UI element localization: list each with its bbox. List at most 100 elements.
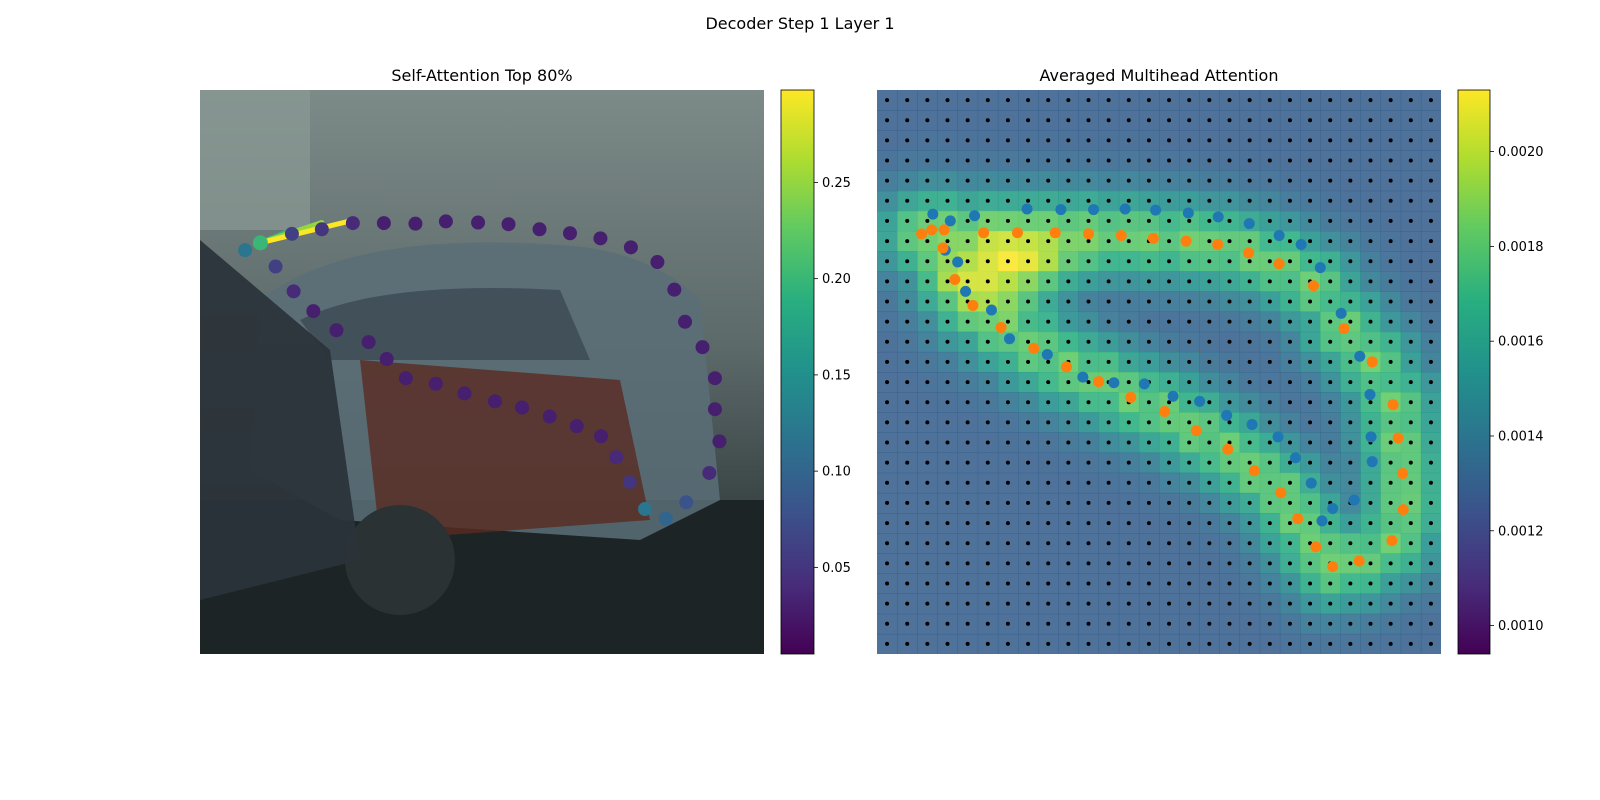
grid-point [1086, 198, 1091, 203]
grid-point [1428, 420, 1433, 425]
grid-point [905, 561, 910, 566]
grid-point [1428, 239, 1433, 244]
grid-point [1308, 319, 1313, 324]
grid-point [1267, 641, 1272, 646]
grid-point [925, 239, 930, 244]
grid-point [1388, 601, 1393, 606]
grid-point [1106, 118, 1111, 123]
grid-point [1227, 299, 1232, 304]
grid-point [925, 500, 930, 505]
grid-point [1086, 380, 1091, 385]
grid-point [1126, 239, 1131, 244]
grid-point [1287, 380, 1292, 385]
grid-point [1167, 581, 1172, 586]
grid-point [1187, 621, 1192, 626]
grid-point [1086, 440, 1091, 445]
grid-point [1126, 279, 1131, 284]
grid-point [1126, 581, 1131, 586]
sampling-points [916, 203, 1409, 573]
grid-point [1428, 259, 1433, 264]
attention-point [314, 222, 329, 237]
grid-point [1167, 359, 1172, 364]
grid-point [1247, 561, 1252, 566]
grid-point [1388, 339, 1393, 344]
grid-point [905, 460, 910, 465]
grid-point [985, 460, 990, 465]
grid-point [1187, 380, 1192, 385]
grid-point [1368, 178, 1373, 183]
grid-point [1187, 641, 1192, 646]
grid-point [1227, 98, 1232, 103]
grid-point [1348, 218, 1353, 223]
grid-point [1408, 339, 1413, 344]
grid-point [1287, 400, 1292, 405]
grid-point [1066, 339, 1071, 344]
grid-point [925, 259, 930, 264]
grid-point [1207, 621, 1212, 626]
grid-point [1308, 561, 1313, 566]
series-1-point [1004, 333, 1016, 345]
grid-point [1046, 581, 1051, 586]
series-1-point [1167, 390, 1179, 402]
grid-point [1227, 460, 1232, 465]
grid-point [1388, 178, 1393, 183]
grid-point [1287, 440, 1292, 445]
series-2-point [1353, 555, 1365, 567]
grid-point [1247, 299, 1252, 304]
grid-point [1126, 521, 1131, 526]
grid-point [965, 239, 970, 244]
grid-point [1308, 98, 1313, 103]
series-2-point [916, 228, 928, 240]
grid-point [1167, 460, 1172, 465]
grid-point [925, 299, 930, 304]
grid-point [945, 359, 950, 364]
grid-point [965, 339, 970, 344]
attention-point [712, 434, 727, 449]
grid-point [985, 138, 990, 143]
grid-point [965, 400, 970, 405]
grid-point [1187, 581, 1192, 586]
grid-point [945, 601, 950, 606]
grid-point [1287, 601, 1292, 606]
grid-point [1267, 299, 1272, 304]
grid-point [1207, 561, 1212, 566]
grid-point [1187, 299, 1192, 304]
attention-point [408, 216, 423, 231]
grid-point [1146, 218, 1151, 223]
grid-point [1267, 440, 1272, 445]
grid-point [1187, 259, 1192, 264]
grid-point [1247, 440, 1252, 445]
grid-point [1187, 138, 1192, 143]
grid-point [1408, 380, 1413, 385]
grid-point [1267, 158, 1272, 163]
grid-point [1227, 339, 1232, 344]
grid-point [1328, 239, 1333, 244]
grid-point [1348, 541, 1353, 546]
grid-point [1026, 299, 1031, 304]
grid-point [1227, 118, 1232, 123]
grid-point [1388, 440, 1393, 445]
grid-point [1086, 420, 1091, 425]
grid-point [1167, 420, 1172, 425]
attention-line [257, 217, 356, 246]
series-1-point [1295, 239, 1307, 251]
grid-point [905, 500, 910, 505]
grid-point [1066, 581, 1071, 586]
grid-point [1227, 400, 1232, 405]
colorbar-tick-label: 0.0020 [1498, 145, 1544, 160]
grid-point [1368, 601, 1373, 606]
grid-point [1066, 480, 1071, 485]
series-1-point [1364, 389, 1376, 401]
grid-point [1368, 561, 1373, 566]
grid-point [885, 601, 890, 606]
grid-point [945, 420, 950, 425]
grid-point [1348, 641, 1353, 646]
grid-point [1267, 98, 1272, 103]
grid-point [1005, 98, 1010, 103]
grid-point [1086, 118, 1091, 123]
grid-point [985, 279, 990, 284]
grid-point [1308, 198, 1313, 203]
grid-point [1328, 138, 1333, 143]
grid-point [1106, 420, 1111, 425]
